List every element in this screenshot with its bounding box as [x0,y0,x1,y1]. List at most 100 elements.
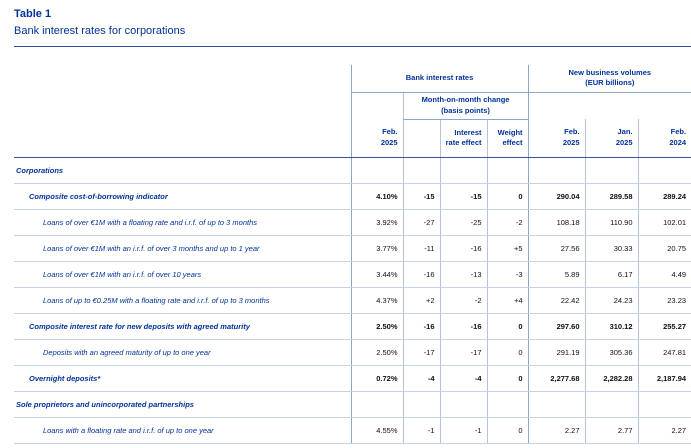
volume-feb-2024-cell: 255.27 [637,313,691,340]
row-label: Corporations [14,157,351,184]
volume-feb-2024-cell: 102.01 [637,209,691,236]
row-label: Composite interest rate for new deposits… [14,313,351,340]
interest-rate-effect-cell: -17 [439,339,487,366]
interest-rate-effect-cell: -1 [439,417,487,444]
column-subgroup-mom-change: Month-on-month change (basis points) [402,92,529,120]
volume-jan-2025-cell: 2.77 [584,417,639,444]
volume-feb-2024-cell: 2,187.94 [637,365,691,392]
title-divider [14,46,691,47]
row-label: Loans with a floating rate and i.r.f. of… [14,417,351,444]
interest-rate-effect-cell: -25 [439,209,487,236]
table-row: Loans of over €1M with an i.r.f. of over… [14,261,691,288]
volume-jan-2025-cell: 30.33 [584,235,639,262]
column-header-mom-total [402,119,440,158]
column-header-vol-jan-2025: Jan. 2025 [584,119,639,158]
volume-feb-2024-cell: 23.23 [637,287,691,314]
table-row-section: Sole proprietors and unincorporated part… [14,391,691,418]
volume-jan-2025-cell: 6.17 [584,261,639,288]
rate-cell: 4.10% [350,183,403,210]
column-group-bank-interest-rates: Bank interest rates [350,65,529,93]
mom-change-cell: -17 [402,339,440,366]
mom-change-cell: -15 [402,183,440,210]
table-number-label: Table 1 [14,8,52,20]
interest-rate-effect-cell: -2 [439,287,487,314]
mom-change-cell: -27 [402,209,440,236]
table-row: Loans of up to €0.25M with a floating ra… [14,287,691,314]
interest-rate-effect-cell: -16 [439,235,487,262]
title-block: Table 1 Bank interest rates for corporat… [0,0,691,37]
volume-feb-2025-cell: 108.18 [527,209,586,236]
row-label: Composite cost-of-borrowing indicator [14,183,351,210]
volume-feb-2025-cell: 5.89 [527,261,586,288]
rate-cell: 2.50% [350,339,403,366]
weight-effect-cell: 0 [486,313,529,340]
volume-feb-2025-cell: 2.27 [527,417,586,444]
rate-cell: 0.72% [350,365,403,392]
row-label: Loans of over €1M with a floating rate a… [14,209,351,236]
rate-cell: 4.37% [350,287,403,314]
volume-jan-2025-cell: 305.36 [584,339,639,366]
column-header-vol-feb-2024: Feb. 2024 [637,119,691,158]
mom-change-cell: -4 [402,365,440,392]
interest-rate-effect-cell: -15 [439,183,487,210]
volume-jan-2025-cell: 310.12 [584,313,639,340]
volume-feb-2024-cell: 20.75 [637,235,691,262]
weight-effect-cell: 0 [486,183,529,210]
header-row-subgroup: Month-on-month change (basis points) [14,92,691,120]
volume-feb-2025-cell: 290.04 [527,183,586,210]
table-row: Loans with a floating rate and i.r.f. of… [14,417,691,444]
header-row-columns: Feb. 2025 Interest rate effect Weight ef… [14,119,691,158]
mom-change-cell: -16 [402,261,440,288]
weight-effect-cell: -2 [486,209,529,236]
rate-cell: 2.50% [350,313,403,340]
volume-jan-2025-cell: 2,282.28 [584,365,639,392]
volume-feb-2024-cell: 2.27 [637,417,691,444]
volume-jan-2025-cell: 289.58 [584,183,639,210]
weight-effect-cell: +4 [486,287,529,314]
volume-feb-2024-cell: 289.24 [637,183,691,210]
page-title: Bank interest rates for corporations [14,25,186,37]
label-column-header [14,65,351,92]
row-label: Loans of over €1M with an i.r.f. of over… [14,235,351,262]
weight-effect-cell: 0 [486,365,529,392]
interest-rate-effect-cell: -13 [439,261,487,288]
volume-feb-2025-cell: 291.19 [527,339,586,366]
weight-effect-cell: -3 [486,261,529,288]
column-group-new-business-volumes: New business volumes (EUR billions) [527,65,691,93]
volume-feb-2024-cell: 4.49 [637,261,691,288]
rate-cell: 3.92% [350,209,403,236]
mom-change-cell: -16 [402,313,440,340]
volume-jan-2025-cell: 110.90 [584,209,639,236]
mom-change-cell: -1 [402,417,440,444]
header-row-groups: Bank interest rates New business volumes… [14,65,691,93]
table-row: Deposits with an agreed maturity of up t… [14,339,691,366]
mom-change-cell: +2 [402,287,440,314]
row-label: Loans of up to €0.25M with a floating ra… [14,287,351,314]
table-row: Composite cost-of-borrowing indicator 4.… [14,183,691,210]
column-header-rate-feb-2025: Feb. 2025 [350,119,403,158]
volume-feb-2025-cell: 297.60 [527,313,586,340]
table-row: Overnight deposits* 0.72% -4 -4 0 2,277.… [14,365,691,392]
volume-jan-2025-cell: 24.23 [584,287,639,314]
weight-effect-cell: 0 [486,417,529,444]
rate-cell: 3.77% [350,235,403,262]
table-row: Loans of over €1M with an i.r.f. of over… [14,235,691,262]
weight-effect-cell: +5 [486,235,529,262]
weight-effect-cell: 0 [486,339,529,366]
column-header-weight-effect: Weight effect [486,119,529,158]
row-label: Overnight deposits* [14,365,351,392]
volume-feb-2025-cell: 2,277.68 [527,365,586,392]
table-row: Composite interest rate for new deposits… [14,313,691,340]
column-header-interest-rate-effect: Interest rate effect [439,119,487,158]
rate-cell: 3.44% [350,261,403,288]
rate-cell: 4.55% [350,417,403,444]
row-label: Sole proprietors and unincorporated part… [14,391,351,418]
row-label: Deposits with an agreed maturity of up t… [14,339,351,366]
row-label: Loans of over €1M with an i.r.f. of over… [14,261,351,288]
table-row: Loans of over €1M with a floating rate a… [14,209,691,236]
interest-rate-effect-cell: -4 [439,365,487,392]
bank-interest-rates-table: Bank interest rates New business volumes… [14,65,691,444]
interest-rate-effect-cell: -16 [439,313,487,340]
volume-feb-2024-cell: 247.81 [637,339,691,366]
